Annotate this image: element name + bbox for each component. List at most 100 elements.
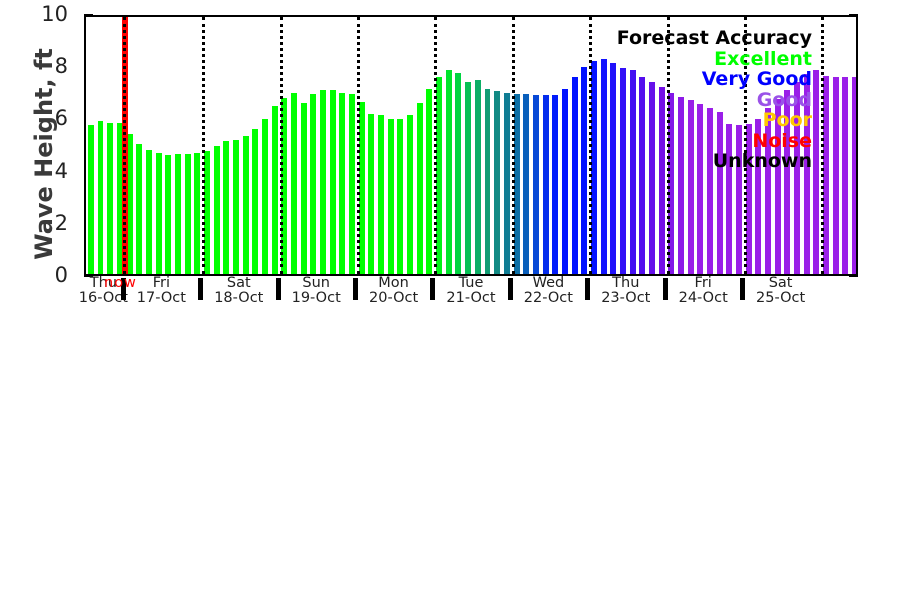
bar (271, 105, 278, 274)
bar (503, 92, 510, 274)
bar (494, 91, 501, 274)
bar (745, 123, 752, 274)
bar (213, 146, 220, 274)
x-axis-day-of-week: Thu (89, 275, 117, 291)
day-gridline (821, 17, 825, 274)
bar (571, 76, 578, 274)
x-axis-day-of-week: Fri (152, 275, 171, 291)
x-axis-day-separator (662, 278, 668, 300)
x-axis-date: 22-Oct (523, 290, 573, 306)
bar (145, 150, 152, 274)
bar (542, 95, 549, 274)
bar (852, 76, 856, 274)
bar (755, 118, 762, 274)
bar (484, 88, 491, 274)
bar (136, 143, 143, 274)
bar (261, 118, 268, 274)
bar (165, 155, 172, 274)
bar (358, 101, 365, 274)
x-axis-date: 19-Oct (291, 290, 341, 306)
x-axis-date: 18-Oct (214, 290, 264, 306)
legend-items: Excellent Very Good Good Poor Noise Unknown (617, 47, 812, 172)
bar (242, 135, 249, 274)
bar (281, 97, 288, 274)
x-axis-day-separator (585, 278, 591, 300)
bar (407, 114, 414, 274)
x-axis-day-of-week: Fri (694, 275, 712, 291)
bar (832, 76, 839, 274)
bar (561, 88, 568, 274)
x-axis-date: 16-Oct (78, 290, 128, 306)
legend-item-excellent: Excellent (714, 47, 812, 70)
bar (726, 123, 733, 274)
bar (310, 93, 317, 274)
x-axis-date: 21-Oct (446, 290, 496, 306)
bar (291, 92, 297, 274)
x-axis-day-of-week: Mon (378, 275, 409, 291)
x-axis-day-separator (120, 278, 126, 300)
bar (155, 152, 162, 274)
x-axis-day-separator (275, 278, 281, 300)
legend-item-unknown: Unknown (712, 150, 812, 172)
x-axis-day-label: Sun 19-Oct (273, 276, 359, 306)
y-tick-right (849, 275, 858, 277)
bar (639, 76, 646, 274)
bar (678, 96, 684, 274)
now-marker-line (121, 17, 128, 274)
y-tick-label: 10 (41, 2, 68, 26)
x-axis-day-label: Fri 24-Oct (660, 276, 746, 306)
x-axis-day-of-week: Thu (612, 275, 640, 291)
x-axis-day-of-week: Sat (768, 275, 793, 291)
bar (349, 93, 356, 274)
bar (329, 90, 336, 274)
bar (668, 92, 675, 274)
day-gridline (743, 17, 747, 274)
bar (765, 108, 772, 274)
x-axis-day-label: Thu 23-Oct (583, 276, 669, 306)
bar (474, 79, 481, 274)
bar (707, 108, 714, 274)
bar (629, 70, 636, 274)
bar (445, 70, 452, 274)
bar (610, 62, 617, 274)
x-axis-day-separator (430, 278, 436, 300)
bar (697, 104, 704, 274)
bar (658, 87, 665, 274)
bar (813, 70, 820, 274)
x-axis-day-separator (198, 278, 204, 300)
legend-title: Forecast Accuracy (616, 27, 812, 49)
bar (320, 90, 327, 274)
x-axis-day-label: Mon 20-Oct (351, 276, 437, 306)
x-axis-day-separator (352, 278, 358, 300)
bar (426, 88, 433, 274)
bar (687, 100, 694, 274)
y-tick-label: 6 (54, 106, 68, 131)
legend-item-good: Good (756, 88, 812, 111)
x-axis-day-of-week: Wed (532, 275, 565, 291)
bar (378, 114, 385, 274)
day-gridline (666, 17, 670, 274)
legend-item-poor: Poor (762, 109, 812, 131)
day-gridline (434, 17, 438, 274)
bar (532, 95, 539, 274)
bar (523, 93, 530, 274)
bar (223, 140, 230, 274)
bar (194, 152, 201, 274)
bar (203, 151, 210, 274)
bar (126, 134, 133, 274)
bar (842, 76, 849, 274)
x-axis-day-label: Thu 16-Oct (60, 276, 146, 306)
x-axis-day-label: Sat 18-Oct (196, 276, 282, 306)
day-gridline (589, 17, 593, 274)
bar (823, 75, 830, 274)
bar (397, 118, 404, 274)
bar (97, 121, 104, 274)
bar (436, 76, 443, 274)
bar (174, 153, 181, 274)
bar (774, 99, 781, 274)
plot-area (84, 15, 858, 276)
x-axis-date: 17-Oct (136, 290, 186, 306)
y-tick-label: 4 (54, 158, 68, 183)
bar (590, 61, 597, 274)
